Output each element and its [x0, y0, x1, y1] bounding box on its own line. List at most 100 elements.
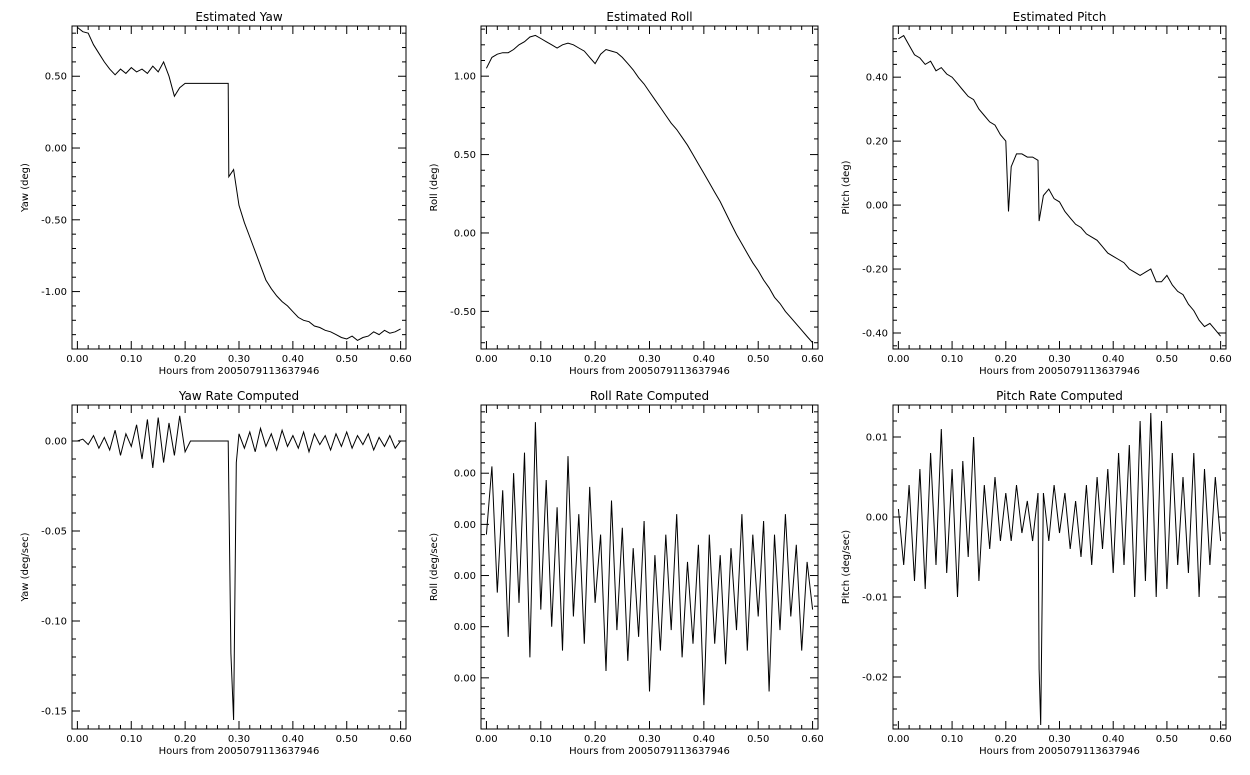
- x-tick-label: 0.60: [801, 734, 823, 745]
- plot-frame: [71, 404, 407, 730]
- y-tick-label: -0.10: [41, 617, 67, 628]
- y-axis-label: Yaw (deg/sec): [20, 532, 31, 602]
- x-axis-label: Hours from 2005079113637946: [569, 746, 730, 757]
- series-line: [898, 34, 1221, 337]
- y-tick-label: 0.50: [454, 150, 476, 161]
- x-tick-label: 0.50: [747, 734, 769, 745]
- plot-frame: [71, 25, 407, 350]
- x-tick-label: 0.40: [1102, 354, 1124, 365]
- x-tick-label: 0.00: [475, 734, 497, 745]
- series-line: [77, 27, 401, 341]
- x-tick-label: 0.10: [120, 354, 142, 365]
- y-tick-label: -0.05: [41, 527, 67, 538]
- x-tick-label: 0.40: [282, 354, 304, 365]
- x-tick-label: 0.00: [475, 354, 497, 365]
- series-line: [897, 412, 1222, 726]
- x-tick-label: 0.30: [1048, 734, 1070, 745]
- chart-title: Yaw Rate Computed: [178, 389, 299, 403]
- y-tick-label: 0.20: [866, 137, 888, 148]
- y-tick-label: 0.00: [454, 673, 476, 684]
- x-tick-label: 0.60: [1209, 354, 1231, 365]
- x-tick-label: 0.30: [638, 734, 660, 745]
- x-tick-label: 0.00: [66, 734, 88, 745]
- y-tick-label: 0.00: [454, 622, 476, 633]
- chart-title: Roll Rate Computed: [590, 389, 709, 403]
- chart-panel-2: 0.00 0.10 0.20 0.30 0.40 0.50 0.60 -0.40 -0.20 0.…: [841, 10, 1232, 377]
- x-tick-label: 0.60: [801, 354, 823, 365]
- y-tick-label: 0.00: [454, 520, 476, 531]
- x-tick-label: 0.40: [693, 354, 715, 365]
- x-tick-label: 0.60: [389, 734, 411, 745]
- y-axis-label: Roll (deg): [429, 163, 440, 211]
- x-axis-label: Hours from 2005079113637946: [569, 366, 730, 377]
- y-tick-label: 0.00: [454, 469, 476, 480]
- x-tick-label: 0.10: [120, 734, 142, 745]
- chart-title: Pitch Rate Computed: [996, 389, 1123, 403]
- x-tick-label: 0.40: [1102, 734, 1124, 745]
- x-tick-label: 0.60: [1209, 734, 1231, 745]
- plot-frame: [892, 404, 1227, 730]
- x-tick-label: 0.10: [530, 734, 552, 745]
- x-tick-label: 0.60: [389, 354, 411, 365]
- x-tick-label: 0.50: [336, 734, 358, 745]
- y-tick-label: 0.00: [866, 513, 888, 524]
- y-tick-label: -0.20: [862, 265, 888, 276]
- y-tick-label: 0.01: [866, 433, 888, 444]
- x-tick-label: 0.00: [887, 734, 909, 745]
- y-tick-label: 0.40: [866, 73, 888, 84]
- x-tick-label: 0.20: [174, 354, 196, 365]
- x-tick-label: 0.30: [228, 734, 250, 745]
- y-tick-label: -0.50: [41, 215, 67, 226]
- x-axis-label: Hours from 2005079113637946: [979, 366, 1140, 377]
- x-tick-label: 0.30: [228, 354, 250, 365]
- y-tick-label: 0.00: [454, 228, 476, 239]
- y-axis-label: Pitch (deg/sec): [841, 530, 852, 605]
- x-tick-label: 0.00: [66, 354, 88, 365]
- y-tick-label: 0.00: [454, 571, 476, 582]
- plot-frame: [480, 25, 819, 350]
- x-tick-label: 0.20: [995, 354, 1017, 365]
- chart-title: Estimated Pitch: [1013, 10, 1107, 24]
- y-axis-label: Yaw (deg): [20, 163, 31, 213]
- y-tick-label: -0.50: [450, 307, 476, 318]
- x-tick-label: 0.30: [638, 354, 660, 365]
- x-tick-label: 0.20: [584, 354, 606, 365]
- y-tick-label: 0.50: [45, 72, 67, 83]
- chart-panel-4: 0.00 0.10 0.20 0.30 0.40 0.50 0.60 0.00 0.00 0.00…: [429, 389, 824, 757]
- x-tick-label: 0.20: [995, 734, 1017, 745]
- x-tick-label: 0.20: [174, 734, 196, 745]
- y-tick-label: 1.00: [454, 72, 476, 83]
- x-tick-label: 0.00: [887, 354, 909, 365]
- chart-panel-3: 0.00 0.10 0.20 0.30 0.40 0.50 0.60 -0.15 -0.10 -0…: [20, 389, 412, 757]
- y-tick-label: 0.00: [866, 201, 888, 212]
- x-tick-label: 0.50: [747, 354, 769, 365]
- chart-title: Estimated Yaw: [195, 10, 282, 24]
- x-tick-label: 0.20: [584, 734, 606, 745]
- series-line: [485, 422, 814, 706]
- chart-panel-0: 0.00 0.10 0.20 0.30 0.40 0.50 0.60 -1.00 -0.50 0.…: [20, 10, 412, 377]
- chart-panel-1: 0.00 0.10 0.20 0.30 0.40 0.50 0.60 -0.50 0.00 0.5…: [429, 10, 824, 377]
- x-axis-label: Hours from 2005079113637946: [979, 746, 1140, 757]
- x-tick-label: 0.10: [530, 354, 552, 365]
- y-tick-label: -1.00: [41, 287, 67, 298]
- y-tick-label: 0.00: [45, 144, 67, 155]
- x-axis-label: Hours from 2005079113637946: [159, 746, 320, 757]
- x-tick-label: 0.40: [282, 734, 304, 745]
- x-tick-label: 0.50: [336, 354, 358, 365]
- x-tick-label: 0.50: [1156, 354, 1178, 365]
- chart-title: Estimated Roll: [606, 10, 692, 24]
- y-tick-label: -0.02: [862, 673, 888, 684]
- x-tick-label: 0.30: [1048, 354, 1070, 365]
- y-tick-label: -0.40: [862, 329, 888, 340]
- plot-frame: [892, 25, 1227, 350]
- y-axis-label: Pitch (deg): [841, 160, 852, 214]
- y-tick-label: 0.00: [45, 437, 67, 448]
- series-line: [485, 34, 813, 344]
- y-tick-label: -0.15: [41, 707, 67, 718]
- series-line: [77, 415, 402, 721]
- y-tick-label: -0.01: [862, 593, 888, 604]
- x-tick-label: 0.10: [941, 734, 963, 745]
- x-tick-label: 0.50: [1156, 734, 1178, 745]
- x-tick-label: 0.40: [693, 734, 715, 745]
